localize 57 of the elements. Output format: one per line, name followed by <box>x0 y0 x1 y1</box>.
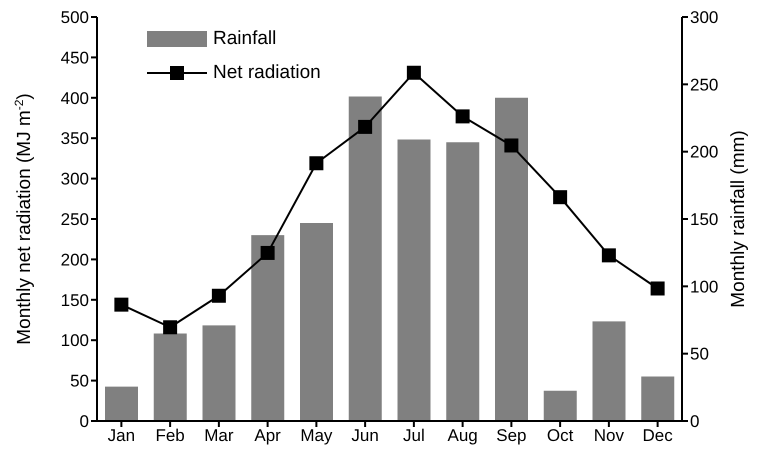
y-tick-label: 100 <box>60 331 89 350</box>
bar <box>348 96 382 421</box>
point <box>602 248 616 262</box>
y2-tick-label: 200 <box>690 142 718 162</box>
y-tick-label: 200 <box>60 250 89 270</box>
y-tick-label: 400 <box>60 88 89 108</box>
y2-tick-label: 300 <box>690 8 718 28</box>
point <box>650 281 665 296</box>
y-tick-label: 150 <box>60 290 89 310</box>
y-tick-label: 350 <box>60 129 89 148</box>
bar <box>446 142 480 421</box>
y-tick-label: 300 <box>60 170 89 189</box>
y2-tick-label: 250 <box>690 75 718 94</box>
y2-tick-label: 100 <box>690 277 718 296</box>
bar <box>251 235 284 421</box>
x-tick-label: May <box>300 426 333 446</box>
y2-tick-label: 50 <box>690 344 709 364</box>
bar <box>202 325 236 421</box>
bar <box>641 376 674 421</box>
y-tick-label: 250 <box>60 210 89 230</box>
point <box>309 156 324 170</box>
y-tick-label: 50 <box>70 372 89 391</box>
bar <box>544 390 577 421</box>
y-tick-label: 500 <box>60 8 89 28</box>
bar <box>154 333 187 421</box>
point <box>260 246 275 260</box>
x-tick-label: Mar <box>204 426 234 446</box>
point <box>553 190 568 204</box>
x-tick-label: Sep <box>496 426 526 446</box>
legend-label: Rainfall <box>213 28 276 50</box>
point <box>212 288 226 303</box>
point <box>163 320 178 334</box>
y2-axis-title: Monthly rainfall (mm) <box>728 130 749 308</box>
point <box>358 120 372 134</box>
y2-tick-label: 150 <box>690 210 718 230</box>
x-tick-label: Aug <box>448 426 478 446</box>
y2-tick-label: 0 <box>690 412 700 432</box>
x-tick-label: Jan <box>108 426 136 446</box>
point <box>456 109 470 124</box>
point <box>114 298 128 312</box>
bar <box>398 140 430 421</box>
x-tick-label: Apr <box>254 426 282 446</box>
bar <box>592 321 626 421</box>
point <box>406 66 421 80</box>
bar <box>300 223 333 421</box>
x-tick-label: Nov <box>594 426 624 446</box>
point <box>504 138 518 152</box>
legend-label: Net radiation <box>213 62 321 84</box>
bar <box>105 386 138 421</box>
x-tick-label: Dec <box>642 426 674 446</box>
x-tick-label: Oct <box>546 426 574 446</box>
x-tick-label: Feb <box>155 426 185 446</box>
x-tick-label: Jun <box>351 426 379 446</box>
y-tick-label: 450 <box>60 48 89 68</box>
bar <box>495 98 528 421</box>
x-tick-label: Jul <box>403 426 425 446</box>
y-tick-label: 0 <box>80 412 89 432</box>
